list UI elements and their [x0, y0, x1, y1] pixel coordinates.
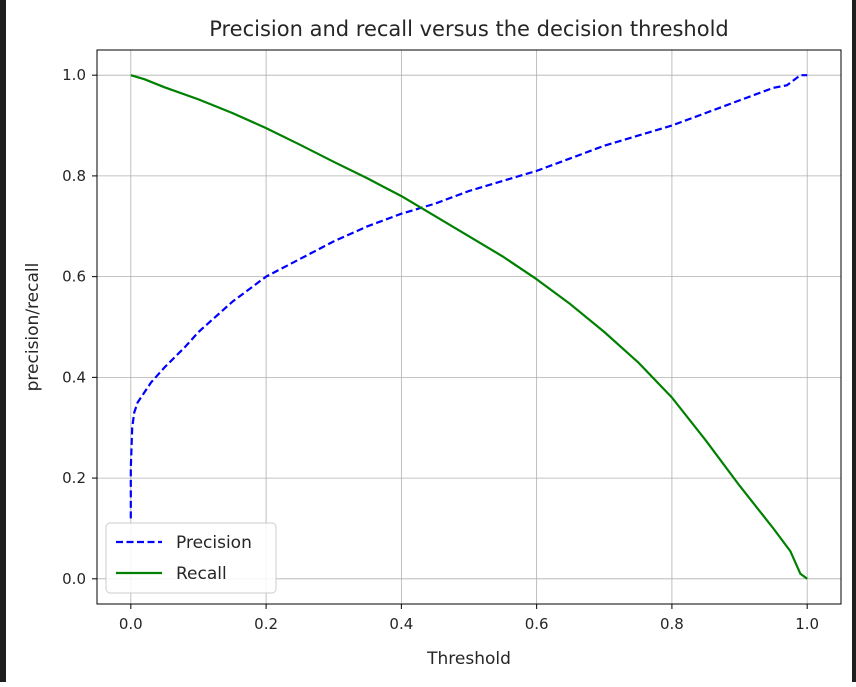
y-tick-label: 0.6: [62, 268, 86, 286]
x-tick-label: 0.0: [119, 615, 143, 633]
legend-recall-label: Recall: [176, 564, 227, 584]
series-line-recall: [130, 74, 808, 580]
series-line-precision: [129, 74, 808, 519]
x-axis-label: Threshold: [426, 649, 511, 669]
x-tick-label: 1.0: [795, 615, 819, 633]
y-tick-label: 0.0: [62, 570, 86, 588]
axis-ticks: 0.0 0.2 0.4 0.6 0.8 1.0 0.0 0.2 0.4 0.6 0.8 1.0: [62, 66, 819, 633]
legend-box: [105, 522, 277, 594]
chart-title: Precision and recall versus the decision…: [209, 17, 729, 41]
y-tick-label: 1.0: [62, 66, 86, 84]
plot-area-border: [96, 49, 842, 605]
x-tick-label: 0.4: [389, 615, 413, 633]
x-tick-label: 0.2: [254, 615, 278, 633]
y-tick-label: 0.4: [62, 368, 86, 386]
legend: Precision Recall: [105, 522, 277, 594]
y-tick-label: 0.8: [62, 167, 86, 185]
window-left-border: [0, 0, 6, 682]
y-axis-label: precision/recall: [23, 263, 43, 392]
grid-lines: [97, 50, 841, 604]
y-tick-label: 0.2: [62, 469, 86, 487]
legend-precision-label: Precision: [176, 533, 252, 553]
series-lines: [129, 74, 808, 580]
window-right-border: [852, 0, 856, 682]
x-tick-label: 0.6: [525, 615, 549, 633]
x-tick-label: 0.8: [660, 615, 684, 633]
